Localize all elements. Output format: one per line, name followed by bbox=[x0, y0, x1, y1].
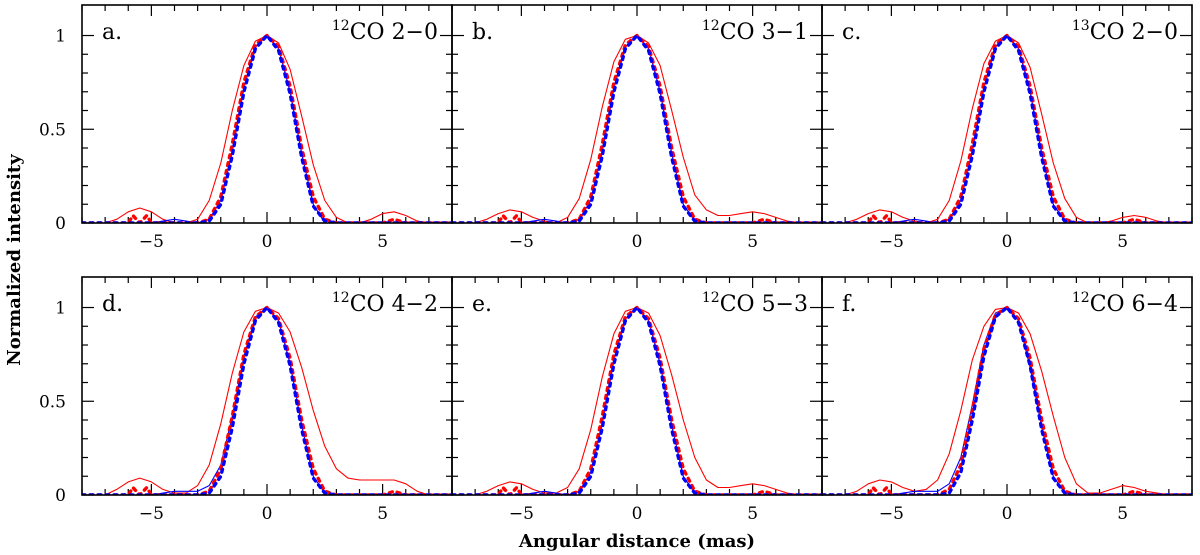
isotope-superscript: 13 bbox=[1072, 18, 1090, 34]
transition-label: 6−4 bbox=[1132, 292, 1178, 317]
x-tick-label: 0 bbox=[1002, 504, 1013, 524]
panel-letter: d. bbox=[102, 292, 123, 317]
panel-frame bbox=[821, 276, 1193, 496]
panel-title: 12CO 5−3 bbox=[702, 290, 808, 317]
series-line-blue-dashed bbox=[452, 33, 822, 223]
panel-e: −5 0 5 e. 12CO 5−3 bbox=[451, 276, 823, 524]
tick-marks bbox=[451, 277, 823, 496]
transition-label: 5−3 bbox=[762, 292, 808, 317]
x-tick-label: −5 bbox=[879, 504, 904, 524]
series-line-red-solid bbox=[82, 34, 452, 223]
transition-label: 3−1 bbox=[762, 20, 808, 45]
panel-title: 12CO 4−2 bbox=[332, 290, 438, 317]
series-line-red-solid bbox=[452, 306, 822, 495]
series-line-red-dashed bbox=[822, 305, 1192, 495]
series-line-red-dashed bbox=[822, 33, 1192, 223]
x-tick-label: 0 bbox=[1002, 232, 1013, 252]
tick-marks bbox=[81, 5, 453, 224]
isotope-superscript: 12 bbox=[702, 18, 720, 34]
series-group bbox=[822, 33, 1192, 223]
x-tick-label: −5 bbox=[879, 232, 904, 252]
x-tick-label: 5 bbox=[1117, 232, 1128, 252]
panel-title: 13CO 2−0 bbox=[1072, 18, 1178, 45]
transition-label: 2−0 bbox=[392, 20, 438, 45]
x-tick-label: 5 bbox=[1117, 504, 1128, 524]
panel-letter: a. bbox=[102, 20, 122, 45]
molecule-name: CO bbox=[720, 292, 762, 317]
series-line-red-solid bbox=[822, 34, 1192, 223]
y-tick-label: 1 bbox=[55, 299, 66, 319]
panel-letter: c. bbox=[842, 20, 861, 45]
x-tick-label: 0 bbox=[632, 504, 643, 524]
panel-a: −5 0 5 0 0.5 1 a. 12CO 2−0 bbox=[39, 4, 453, 252]
series-line-blue-solid bbox=[82, 34, 452, 223]
x-tick-label: 0 bbox=[262, 232, 273, 252]
y-tick-label: 0.5 bbox=[39, 120, 66, 140]
panel-letter: e. bbox=[472, 292, 492, 317]
x-axis-title: Angular distance (mas) bbox=[518, 531, 755, 552]
panel-grid: −5 0 500.51 a. 12CO 2−0−5 0 5b. 12CO 3−1−5 0 5c. 1… bbox=[39, 4, 1193, 524]
molecule-name: CO bbox=[720, 20, 762, 45]
series-line-blue-dashed bbox=[82, 33, 452, 223]
x-tick-label: 5 bbox=[747, 504, 758, 524]
series-line-red-dashed bbox=[452, 33, 822, 223]
panel-frame bbox=[821, 4, 1193, 224]
series-line-blue-dashed bbox=[452, 305, 822, 495]
series-line-blue-solid bbox=[822, 306, 1192, 495]
panel-title: 12CO 3−1 bbox=[702, 18, 808, 45]
series-line-blue-solid bbox=[452, 306, 822, 495]
molecule-name: CO bbox=[1090, 20, 1132, 45]
series-line-red-dashed bbox=[452, 305, 822, 495]
molecule-name: CO bbox=[350, 292, 392, 317]
tick-marks bbox=[81, 277, 453, 496]
panel-title: 12CO 6−4 bbox=[1072, 290, 1178, 317]
series-line-blue-solid bbox=[452, 34, 822, 223]
y-tick-label: 0 bbox=[55, 214, 66, 234]
series-group bbox=[82, 305, 452, 495]
x-tick-label: −5 bbox=[139, 504, 164, 524]
x-tick-label: 0 bbox=[262, 504, 273, 524]
series-group bbox=[82, 33, 452, 223]
y-tick-label: 1 bbox=[55, 27, 66, 47]
series-line-red-solid bbox=[822, 306, 1192, 495]
series-group bbox=[452, 33, 822, 223]
panel-letter: b. bbox=[472, 20, 493, 45]
transition-label: 2−0 bbox=[1132, 20, 1178, 45]
panel-title: 12CO 2−0 bbox=[332, 18, 438, 45]
x-tick-label: −5 bbox=[509, 504, 534, 524]
series-line-blue-dashed bbox=[822, 33, 1192, 223]
isotope-superscript: 12 bbox=[702, 290, 720, 306]
isotope-superscript: 12 bbox=[1072, 290, 1090, 306]
panel-b: −5 0 5 b. 12CO 3−1 bbox=[451, 4, 823, 252]
series-line-red-dashed bbox=[82, 33, 452, 223]
series-line-blue-dashed bbox=[822, 305, 1192, 495]
x-tick-label: 0 bbox=[632, 232, 643, 252]
series-line-blue-solid bbox=[82, 306, 452, 495]
x-tick-label: 5 bbox=[377, 504, 388, 524]
panel-letter: f. bbox=[842, 292, 856, 317]
isotope-superscript: 12 bbox=[332, 290, 350, 306]
transition-label: 4−2 bbox=[392, 292, 438, 317]
y-tick-label: 0.5 bbox=[39, 392, 66, 412]
series-group bbox=[822, 305, 1192, 495]
series-line-red-dashed bbox=[82, 305, 452, 495]
panel-c: −5 0 5 c. 13CO 2−0 bbox=[821, 4, 1193, 252]
molecule-name: CO bbox=[350, 20, 392, 45]
series-line-blue-dashed bbox=[82, 305, 452, 495]
x-tick-label: −5 bbox=[509, 232, 534, 252]
molecule-name: CO bbox=[1090, 292, 1132, 317]
y-axis-title: Normalized intensity bbox=[4, 154, 25, 366]
x-tick-label: −5 bbox=[139, 232, 164, 252]
series-group bbox=[452, 305, 822, 495]
x-tick-label: 5 bbox=[747, 232, 758, 252]
series-line-red-solid bbox=[82, 306, 452, 495]
isotope-superscript: 12 bbox=[332, 18, 350, 34]
series-line-blue-solid bbox=[822, 34, 1192, 223]
y-tick-label: 0 bbox=[55, 486, 66, 506]
panel-d: −5 0 5 0 0.5 1 d. 12CO 4−2 bbox=[39, 276, 453, 524]
panel-f: −5 0 5 f. 12CO 6−4 bbox=[821, 276, 1193, 524]
series-line-red-solid bbox=[452, 34, 822, 223]
x-tick-label: 5 bbox=[377, 232, 388, 252]
